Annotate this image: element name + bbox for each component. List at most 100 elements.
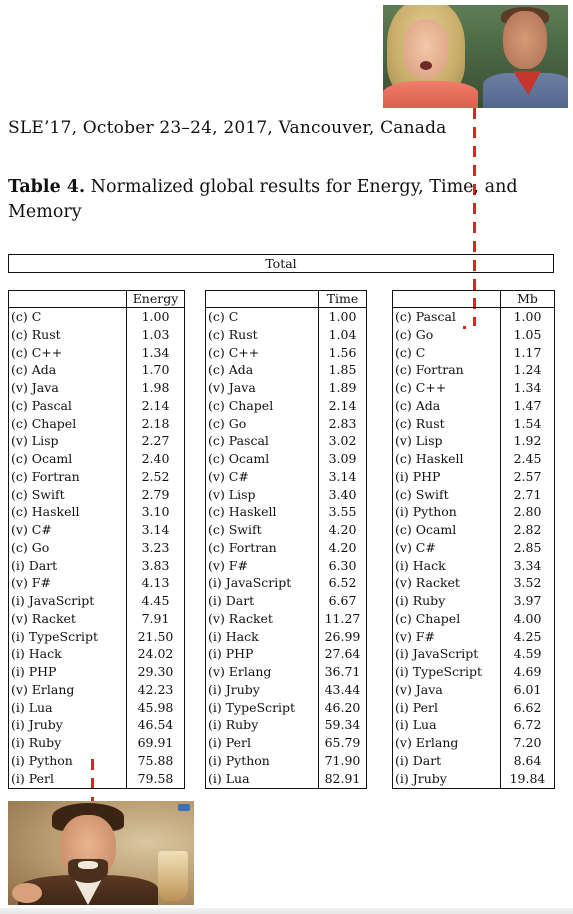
language-name: (v) Erlang (11, 681, 75, 697)
language-name: (i) Python (208, 752, 270, 768)
table-row: (c) C 1.17 (393, 344, 554, 362)
table-row: (v) Lisp 1.92 (393, 432, 554, 450)
table-row: (c) Go 1.05 (393, 326, 554, 344)
memory-table: Mb (c) Pascal 1.00 (c) Go 1.05 (c) C 1.17 (c) … (392, 290, 555, 789)
column-divider (126, 291, 127, 788)
normalized-value: 65.79 (324, 735, 361, 750)
table-row: (c) C++ 1.56 (206, 344, 366, 362)
language-name: (c) Ada (11, 362, 57, 378)
table-row: (c) Swift 2.79 (9, 486, 184, 504)
language-name: (c) Ocaml (395, 522, 457, 537)
normalized-value: 4.59 (513, 646, 542, 662)
normalized-value: 3.09 (328, 451, 357, 466)
language-name: (c) Haskell (11, 504, 80, 520)
language-name: (c) Go (395, 326, 434, 342)
normalized-value: 1.89 (328, 380, 357, 395)
table-row: (c) Rust 1.04 (206, 326, 366, 344)
language-name: (v) Java (208, 380, 256, 395)
table-row: (v) Racket 3.52 (393, 574, 554, 592)
table-row: (v) Racket 7.91 (9, 610, 184, 628)
language-name: (i) Jruby (395, 770, 447, 786)
normalized-value: 1.05 (513, 326, 542, 342)
language-name: (i) PHP (208, 646, 254, 662)
table-row: (i) Ruby 59.34 (206, 716, 366, 734)
normalized-value: 1.04 (328, 326, 357, 342)
language-name: (c) Ocaml (11, 451, 73, 466)
table-row: (v) Lisp 3.40 (206, 486, 366, 504)
normalized-value: 69.91 (137, 735, 174, 750)
normalized-value: 75.88 (137, 752, 174, 768)
normalized-value: 1.56 (328, 344, 357, 360)
table-row: (c) Haskell 2.45 (393, 450, 554, 468)
normalized-value: 6.01 (513, 681, 542, 697)
table-row: (i) JavaScript 6.52 (206, 574, 366, 592)
table-row: (i) TypeScript 21.50 (9, 628, 184, 646)
language-name: (c) Ocaml (208, 451, 270, 466)
normalized-value: 43.44 (324, 681, 361, 697)
language-name: (v) Lisp (11, 433, 59, 449)
language-name: (i) Ruby (208, 717, 259, 733)
table-row: (i) Perl 65.79 (206, 734, 366, 752)
table-row: (c) Fortran 1.24 (393, 361, 554, 379)
normalized-value: 3.34 (513, 557, 542, 573)
normalized-value: 2.14 (328, 397, 357, 413)
table-row: (i) PHP 27.64 (206, 645, 366, 663)
language-name: (i) Dart (395, 752, 442, 768)
normalized-value: 21.50 (137, 628, 174, 644)
normalized-value: 59.34 (324, 717, 361, 733)
language-name: (v) Erlang (395, 735, 459, 750)
normalized-value: 2.45 (513, 451, 542, 466)
table-row: (c) Rust 1.03 (9, 326, 184, 344)
table-row: (i) Dart 6.67 (206, 592, 366, 610)
normalized-value: 6.67 (328, 593, 357, 608)
normalized-value: 82.91 (324, 770, 361, 786)
language-name: (i) Perl (11, 770, 54, 786)
language-name: (i) JavaScript (11, 593, 95, 608)
normalized-value: 2.27 (141, 433, 170, 449)
language-name: (i) PHP (395, 468, 441, 484)
language-name: (c) C++ (208, 344, 260, 360)
language-name: (i) Ruby (395, 593, 446, 608)
normalized-value: 4.00 (513, 610, 542, 626)
language-name: (i) Jruby (11, 717, 63, 733)
language-name: (v) Java (395, 681, 443, 697)
language-name: (i) TypeScript (395, 664, 483, 679)
table-row: (c) Ada 1.47 (393, 397, 554, 415)
column-header-energy: Energy (132, 291, 179, 306)
language-name: (c) Haskell (208, 504, 277, 520)
column-divider (500, 291, 501, 788)
table-row: (c) Swift 4.20 (206, 521, 366, 539)
table-header-row: Mb (393, 291, 554, 308)
time-table: Time (c) C 1.00 (c) Rust 1.04 (c) C++ 1.56 (c)… (205, 290, 367, 789)
table-row: (c) Haskell 3.10 (9, 503, 184, 521)
table-row: (i) Python 71.90 (206, 752, 366, 770)
language-name: (i) Dart (11, 557, 58, 573)
table-row: (i) Lua 82.91 (206, 770, 366, 788)
table-row: (v) Erlang 36.71 (206, 663, 366, 681)
energy-rows: (c) C 1.00 (c) Rust 1.03 (c) C++ 1.34 (c) Ada 1… (9, 308, 184, 787)
table-row: (i) Hack 3.34 (393, 557, 554, 575)
normalized-value: 6.62 (513, 699, 542, 715)
table-row: (i) Hack 26.99 (206, 628, 366, 646)
normalized-value: 42.23 (137, 681, 174, 697)
language-name: (i) TypeScript (11, 628, 99, 644)
table-row: (i) Lua 6.72 (393, 716, 554, 734)
language-name: (i) Perl (395, 699, 438, 715)
normalized-value: 4.20 (328, 539, 357, 555)
total-header: Total (8, 254, 554, 273)
normalized-value: 6.30 (328, 557, 357, 573)
language-name: (i) Python (395, 504, 457, 520)
table-row: (i) Python 2.80 (393, 503, 554, 521)
table-row: (c) C 1.00 (206, 308, 366, 326)
table-row: (v) C# 3.14 (9, 521, 184, 539)
language-name: (v) F# (208, 557, 248, 573)
table-caption-text: Normalized global results for Energy, Ti… (8, 177, 518, 222)
connector-line-top-end (463, 326, 466, 329)
normalized-value: 1.00 (141, 309, 170, 324)
normalized-value: 3.97 (513, 593, 542, 608)
normalized-value: 1.70 (141, 362, 170, 378)
table-row: (c) Go 2.83 (206, 415, 366, 433)
language-name: (i) Python (11, 752, 73, 768)
table-row: (v) Erlang 42.23 (9, 681, 184, 699)
normalized-value: 1.00 (513, 309, 542, 324)
